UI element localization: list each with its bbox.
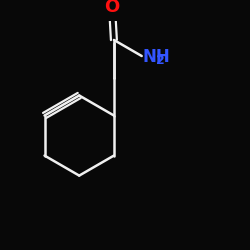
Text: O: O <box>104 0 120 16</box>
Text: NH: NH <box>143 48 171 66</box>
Text: 2: 2 <box>156 54 165 67</box>
Circle shape <box>107 2 117 12</box>
